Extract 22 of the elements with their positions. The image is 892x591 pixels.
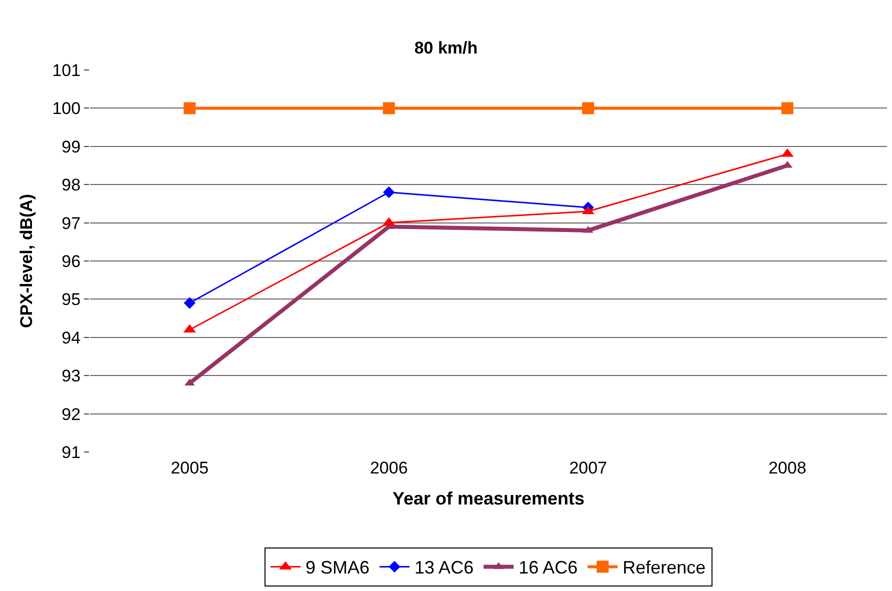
x-tick-label: 2005 [170, 458, 209, 478]
chart-title: 80 km/h [414, 38, 478, 58]
y-tick-label: 95 [62, 290, 81, 310]
y-tick-label: 92 [62, 404, 81, 424]
legend-label: 9 SMA6 [306, 558, 370, 578]
x-axis-title: Year of measurements [392, 488, 585, 508]
x-tick-label: 2008 [768, 458, 806, 478]
x-tick-label: 2007 [569, 458, 608, 478]
y-tick-label: 97 [62, 214, 81, 233]
y-tick-label: 93 [62, 366, 81, 386]
y-tick-label: 96 [62, 252, 81, 271]
y-tick-label: 100 [52, 99, 81, 118]
y-tick-label: 99 [62, 137, 81, 156]
y-tick-label: 94 [62, 328, 81, 348]
y-tick-label: 91 [62, 442, 81, 462]
legend-label: Reference [622, 558, 706, 578]
x-tick-label: 2006 [370, 458, 408, 478]
y-axis-title: CPX-level, dB(A) [16, 194, 36, 328]
legend-label: 16 AC6 [518, 558, 578, 578]
y-tick-label: 101 [52, 60, 81, 80]
legend-label: 13 AC6 [414, 558, 474, 578]
y-tick-label: 98 [62, 176, 81, 195]
